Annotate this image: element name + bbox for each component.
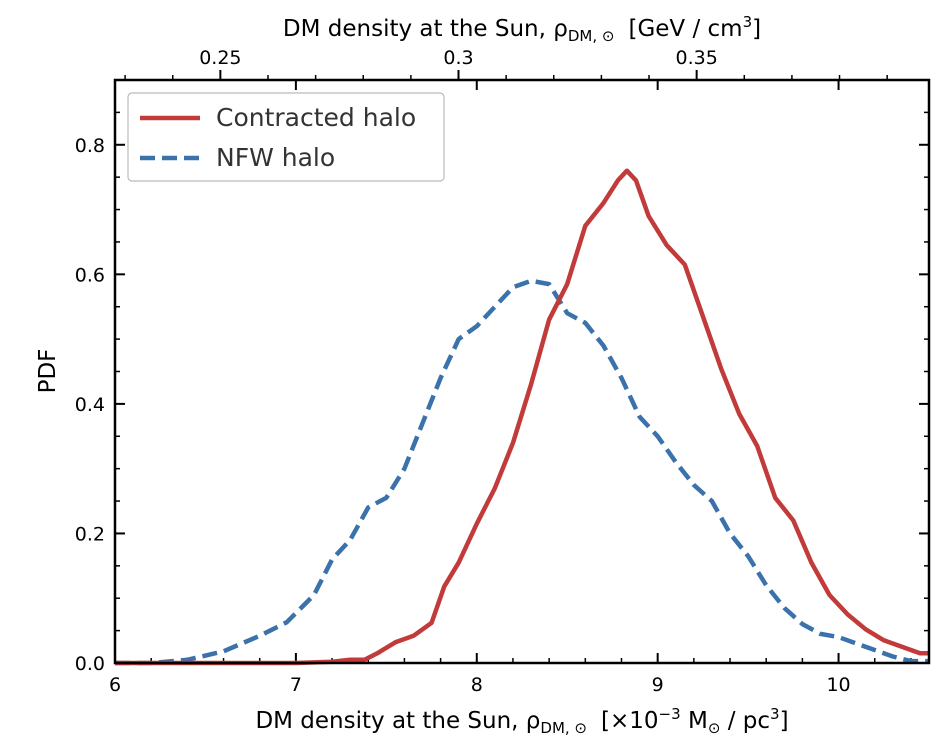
top-x-tick-label: 0.25 [199,47,241,69]
legend-label-nfw: NFW halo [216,143,335,172]
x-tick-label: 7 [290,674,302,696]
y-tick-label: 0.2 [75,523,105,545]
y-tick-label: 0.4 [75,394,105,416]
top-x-tick-label: 0.35 [675,47,717,69]
legend: Contracted halo NFW halo [127,92,445,182]
x-axis-title-main: DM density at the Sun, ρ [255,708,540,734]
x-axis-title-units-mid: M [681,708,708,734]
series-line-contracted-halo [115,168,929,666]
x-axis-title-units-exp: −3 [659,705,681,723]
y-tick-label: 0.8 [75,135,105,157]
x-tick-label: 8 [471,674,483,696]
x-axis-title-units-post: / pc [720,708,770,734]
x-tick-label: 10 [826,674,850,696]
series-line-nfw-halo [115,278,929,666]
x-axis-title-units-msub: ⊙ [708,719,721,737]
x-tick-label: 6 [109,674,121,696]
x-axis-title-units-pre: [×10 [601,708,659,734]
y-axis-title: PDF [35,349,61,394]
top-x-axis-title-units-end: ] [752,16,761,42]
y-tick-label: 0.6 [75,264,105,286]
legend-box [127,92,445,182]
x-axis-title-units-end: ] [780,708,789,734]
x-axis-title: DM density at the Sun, ρDM, ⊙ [×10−3 M⊙ /… [255,705,788,737]
plot-frame [113,78,931,665]
legend-label-contracted: Contracted halo [216,103,416,132]
x-axis-title-units-post-exp: 3 [770,705,780,723]
top-x-axis-title-units-exp: 3 [743,13,753,31]
top-x-axis-title-sub: DM, ⊙ [568,27,615,45]
x-tick-label: 9 [652,674,664,696]
top-x-axis-title: DM density at the Sun, ρDM, ⊙ [GeV / cm3] [283,13,761,45]
series-layer [115,168,929,666]
top-x-axis-title-units: [GeV / cm [628,16,742,42]
x-axis-title-sub: DM, ⊙ [540,719,587,737]
top-x-axis-title-main: DM density at the Sun, ρ [283,16,568,42]
y-tick-label: 0.0 [75,653,105,675]
top-x-tick-label: 0.3 [443,47,473,69]
